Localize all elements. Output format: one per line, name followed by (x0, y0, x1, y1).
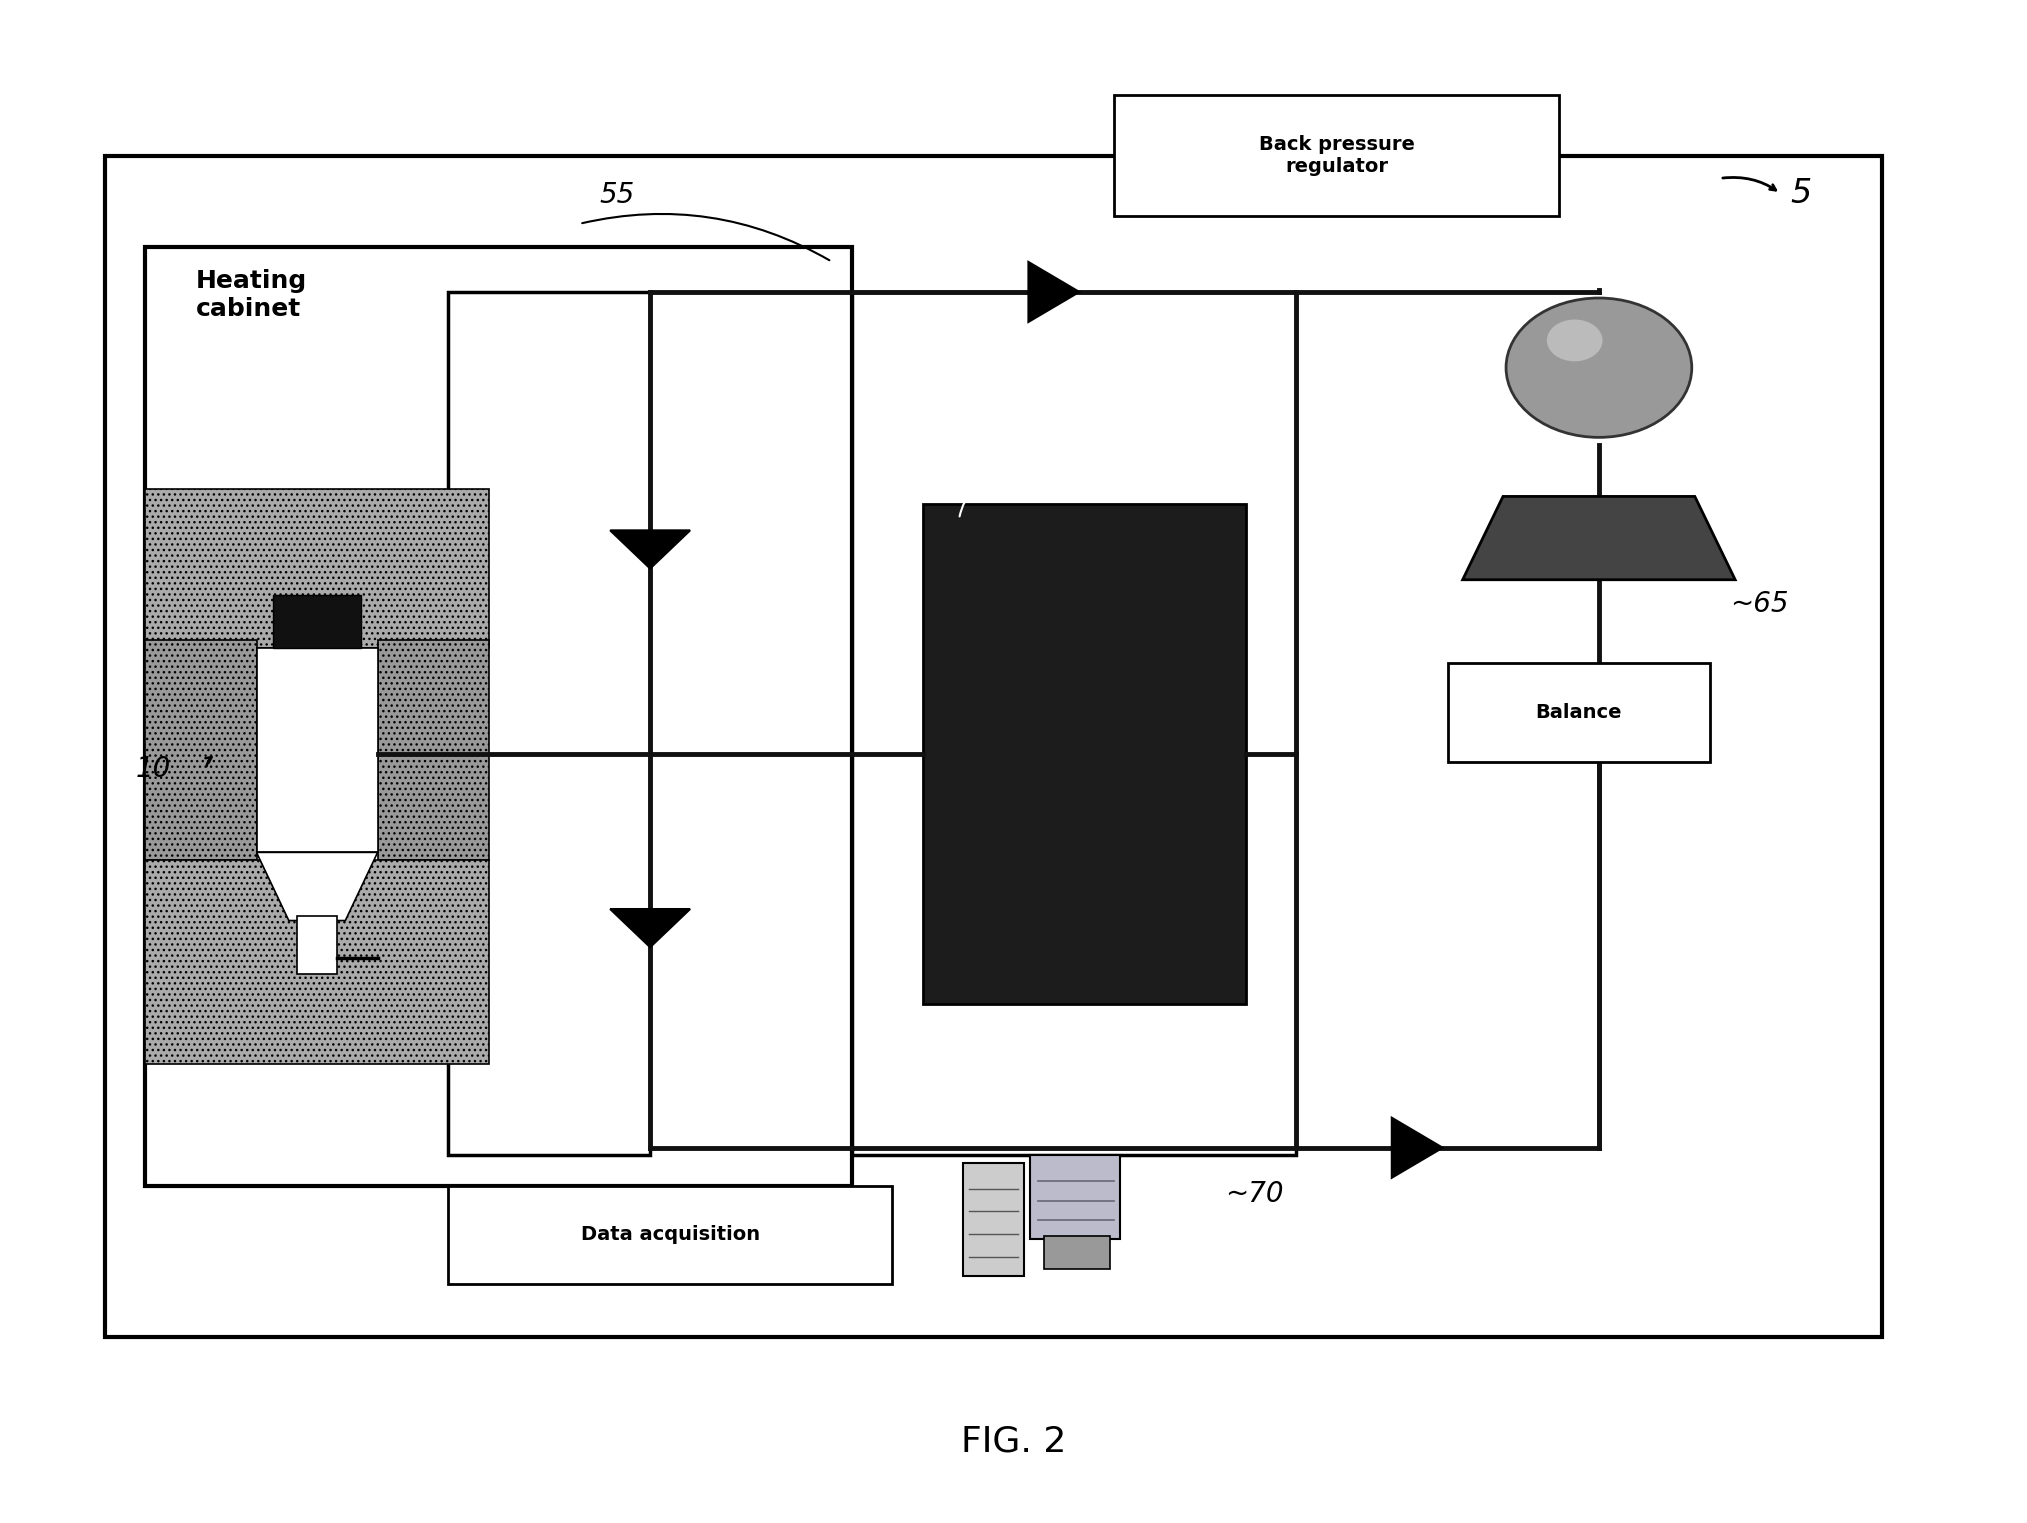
Bar (922, 504, 1247, 1004)
Circle shape (1506, 299, 1693, 437)
Bar (146, 247, 851, 1185)
Polygon shape (610, 909, 689, 947)
Bar (1044, 1235, 1111, 1269)
Text: ~65: ~65 (1731, 589, 1788, 618)
Text: 10: 10 (136, 755, 170, 783)
Bar (377, 640, 489, 860)
Circle shape (1547, 320, 1603, 361)
Text: 55: 55 (600, 181, 634, 209)
Text: 5: 5 (1790, 177, 1812, 210)
Bar (963, 1164, 1024, 1276)
Polygon shape (1463, 496, 1735, 580)
Bar (851, 292, 1295, 1156)
Bar (1115, 94, 1559, 216)
Text: Back pressure
regulator: Back pressure regulator (1259, 136, 1415, 177)
Polygon shape (1393, 1118, 1443, 1177)
Bar (146, 489, 489, 647)
Text: Data acquisition: Data acquisition (582, 1226, 760, 1244)
Bar (146, 860, 489, 1065)
Text: Heating
cabinet: Heating cabinet (197, 270, 308, 321)
Bar (274, 595, 361, 647)
Text: 50: 50 (969, 442, 999, 466)
Polygon shape (257, 853, 377, 920)
Bar (448, 1185, 892, 1284)
Bar (448, 292, 651, 1156)
Bar (1447, 663, 1711, 762)
Text: ~70: ~70 (1226, 1180, 1283, 1208)
Polygon shape (610, 530, 689, 568)
Bar (105, 155, 1881, 1337)
Bar (296, 915, 336, 973)
Polygon shape (1028, 262, 1078, 321)
Bar (1030, 1156, 1121, 1238)
Text: Balance: Balance (1536, 702, 1622, 722)
Bar (146, 640, 257, 860)
Bar (257, 647, 377, 853)
Text: FIG. 2: FIG. 2 (961, 1424, 1066, 1458)
